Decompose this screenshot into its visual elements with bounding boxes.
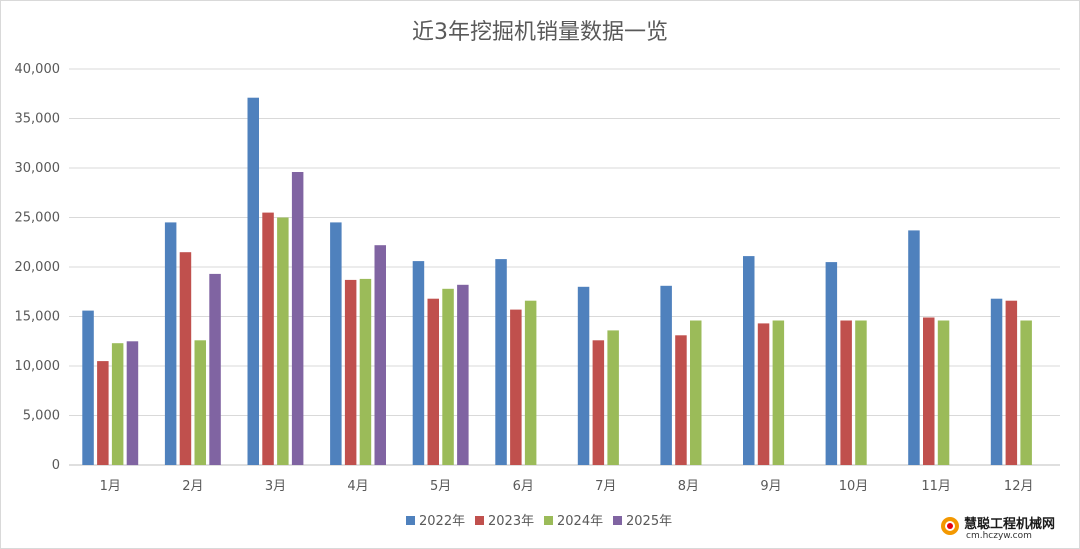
y-axis-ticks: 0 5,000 10,000 15,000 20,000 25,000 30,000 35,0… [15,62,61,473]
bar-2025年-3月 [291,172,304,465]
y-tick-label: 30,000 [15,161,61,176]
chart-title: 近3年挖掘机销量数据一览 [412,20,668,45]
legend-label: 2022年 [419,514,465,529]
bar-2024年-5月 [442,288,454,465]
legend-swatch-2024年 [544,516,553,525]
y-tick-label: 40,000 [15,62,61,77]
bar-2024年-12月 [1020,320,1032,465]
bar-2022年-5月 [412,261,425,465]
bar-2024年-3月 [277,217,289,465]
x-tick-label: 9月 [760,479,781,494]
bar-2024年-4月 [359,278,372,465]
bar-2022年-4月 [330,222,342,465]
y-tick-label: 35,000 [15,112,61,127]
bar-2023年-1月 [97,361,109,465]
bar-2022年-11月 [908,230,920,465]
x-tick-label: 4月 [347,479,368,494]
bar-2022年-6月 [495,259,507,465]
watermark: 慧聪工程机械网 cm.hczyw.com [936,512,1076,546]
x-tick-label: 3月 [265,479,286,494]
bar-2023年-10月 [840,320,852,465]
bar-2024年-11月 [937,320,950,465]
x-tick-label: 8月 [678,479,699,494]
bar-2023年-12月 [1005,300,1018,465]
bar-2022年-10月 [825,262,838,465]
bar-2022年-2月 [164,222,177,465]
bar-2022年-12月 [990,298,1003,465]
bar-2022年-9月 [743,256,755,465]
bars [82,97,1032,466]
bar-2023年-6月 [510,309,522,465]
bar-2023年-7月 [592,340,605,465]
bar-2023年-9月 [757,323,770,465]
bar-2024年-6月 [524,300,537,465]
x-tick-label: 12月 [1004,479,1034,494]
bar-2025年-2月 [209,273,221,465]
y-tick-label: 0 [52,458,60,473]
bar-2025年-1月 [126,341,139,466]
bar-2023年-2月 [179,252,192,465]
x-tick-label: 2月 [182,479,203,494]
bar-2023年-5月 [427,298,439,465]
legend: 2022年 2023年 2024年 2025年 [406,514,672,529]
bar-2024年-2月 [194,340,206,465]
y-tick-label: 20,000 [15,260,61,275]
bar-2022年-8月 [660,285,672,465]
bar-2023年-11月 [923,317,935,465]
y-tick-label: 15,000 [15,310,61,325]
x-tick-label: 1月 [100,479,121,494]
bar-2022年-7月 [577,286,590,465]
x-tick-label: 11月 [921,479,951,494]
bar-2023年-4月 [344,279,357,465]
bar-2023年-3月 [262,212,274,465]
bar-2025年-4月 [374,245,386,465]
bar-2023年-8月 [675,335,687,465]
legend-swatch-2025年 [613,516,622,525]
y-tick-label: 10,000 [15,359,61,374]
x-tick-label: 5月 [430,479,451,494]
legend-label: 2023年 [488,514,534,529]
x-tick-label: 6月 [513,479,534,494]
bar-2025年-5月 [457,284,469,465]
legend-label: 2024年 [557,514,603,529]
bar-2022年-1月 [82,310,94,465]
grid-lines [69,68,1060,466]
bar-2024年-8月 [690,320,702,465]
bar-2024年-10月 [855,320,867,465]
legend-swatch-2022年 [406,516,415,525]
legend-label: 2025年 [626,514,672,529]
y-tick-label: 25,000 [15,211,61,226]
y-tick-label: 5,000 [23,409,60,424]
legend-swatch-2023年 [475,516,484,525]
watermark-url: cm.hczyw.com [966,531,1032,541]
watermark-logo-icon [941,517,959,535]
bar-2024年-7月 [607,330,619,465]
bar-2022年-3月 [247,97,259,465]
x-axis-ticks: 1月 2月 3月 4月 5月 6月 7月 8月 9月 10月 11月 12月 [100,479,1034,494]
bar-2024年-1月 [111,343,124,465]
x-tick-label: 7月 [595,479,616,494]
watermark-name: 慧聪工程机械网 [964,517,1056,532]
x-tick-label: 10月 [839,479,869,494]
bar-2024年-9月 [772,320,785,465]
